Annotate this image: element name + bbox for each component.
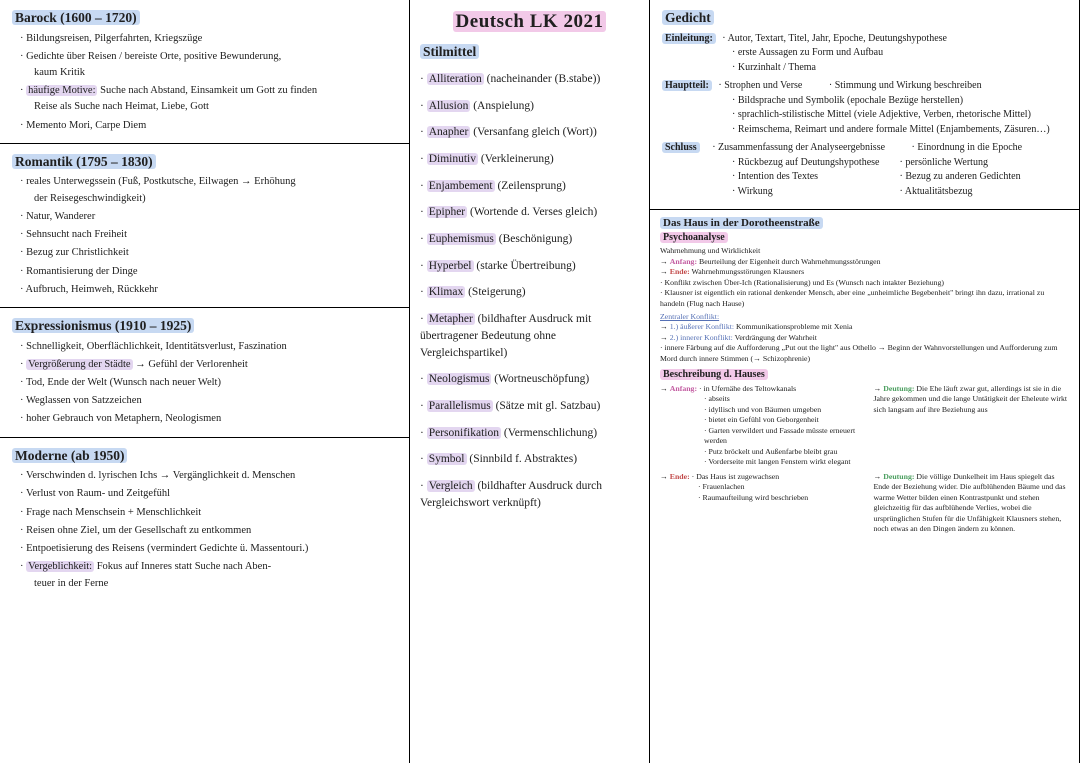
heading-haus: Das Haus in der Dorotheenstraße [660, 217, 823, 229]
bullet: Weglassen von Satzzeichen [20, 393, 397, 408]
text: → Ende: Wahrnehmungsstörungen Klausners [660, 267, 1069, 278]
text: · Bildsprache und Symbolik (epochale Bez… [732, 94, 1067, 109]
label-einleitung: Einleitung: [662, 33, 716, 44]
text: · Reimschema, Reimart und andere formale… [732, 123, 1067, 138]
term: · Hyperbel (starke Übertreibung) [420, 258, 639, 275]
bullet: Bildungsreisen, Pilgerfahrten, Kriegszüg… [20, 31, 397, 46]
column-stilmittel: Deutsch LK 2021 Stilmittel · Alliteratio… [410, 0, 650, 763]
section-stilmittel: Deutsch LK 2021 Stilmittel · Alliteratio… [410, 0, 649, 519]
bullet: Memento Mori, Carpe Diem [20, 118, 397, 133]
heading-psychoanalyse: Psychoanalyse [660, 232, 728, 243]
section-romantik: Romantik (1795 – 1830) reales Unterwegss… [0, 144, 409, 308]
block-anfang: → Anfang: · in Ufernähe des Teltowkanals… [660, 384, 856, 468]
heading-expressionismus: Expressionismus (1910 – 1925) [12, 318, 194, 333]
text: · sprachlich-stilistische Mittel (viele … [732, 108, 1067, 123]
text: · Einordnung in die Epoche [912, 142, 1023, 153]
text: · Konflikt zwischen Über-Ich (Rationalis… [660, 278, 1069, 289]
text: · Rückbezug auf Deutungshypothese· persö… [732, 156, 1067, 171]
bullet: Vergeblichkeit: Fokus auf Inneres statt … [20, 559, 397, 574]
page-title: Deutsch LK 2021 [453, 11, 607, 32]
bullet-cont: teuer in der Ferne [34, 576, 397, 591]
block-ende: → Ende: · Das Haus ist zugewachsen · Fra… [660, 472, 856, 535]
text: · Autor, Textart, Titel, Jahr, Epoche, D… [722, 33, 947, 44]
bullet: häufige Motive: Suche nach Abstand, Eins… [20, 83, 397, 98]
section-barock: Barock (1600 – 1720) Bildungsreisen, Pil… [0, 0, 409, 144]
text: → Anfang: Beurteilung der Eigenheit durc… [660, 257, 1069, 268]
text: · erste Aussagen zu Form und Aufbau [732, 46, 1067, 61]
column-right: Gedicht Einleitung: · Autor, Textart, Ti… [650, 0, 1080, 763]
bullet: Verschwinden d. lyrischen Ichs → Vergäng… [20, 468, 397, 483]
heading-romantik: Romantik (1795 – 1830) [12, 154, 156, 169]
term: · Euphemismus (Beschönigung) [420, 231, 639, 248]
term: · Alliteration (nacheinander (B.stabe)) [420, 71, 639, 88]
keyword: Vergrößerung der Städte [26, 359, 132, 370]
bullet: reales Unterwegssein (Fuß, Postkutsche, … [20, 174, 397, 189]
bullet: Romantisierung der Dinge [20, 264, 397, 279]
text: · Kurzinhalt / Thema [732, 61, 1067, 76]
text: · Wirkung· Aktualitätsbezug [732, 185, 1067, 200]
term: · Anapher (Versanfang gleich (Wort)) [420, 124, 639, 141]
bullet: Bezug zur Christlichkeit [20, 245, 397, 260]
term: · Personifikation (Vermenschlichung) [420, 425, 639, 442]
column-epochs: Barock (1600 – 1720) Bildungsreisen, Pil… [0, 0, 410, 763]
term: · Diminutiv (Verkleinerung) [420, 151, 639, 168]
text: → 1.) äußerer Konflikt: Kommunikationspr… [660, 322, 1069, 333]
label-hauptteil: Hauptteil: [662, 80, 712, 91]
bullet: Verlust von Raum- und Zeitgefühl [20, 486, 397, 501]
bullet: hoher Gebrauch von Metaphern, Neologisme… [20, 411, 397, 426]
term: · Neologismus (Wortneuschöpfung) [420, 371, 639, 388]
text: · Zusammenfassung der Analyseergebnisse [712, 142, 885, 153]
bullet: Natur, Wanderer [20, 209, 397, 224]
heading-moderne: Moderne (ab 1950) [12, 448, 127, 463]
label-schluss: Schluss [662, 142, 700, 153]
section-haus: Das Haus in der Dorotheenstraße Psychoan… [650, 210, 1079, 541]
heading-stilmittel: Stilmittel [420, 44, 479, 59]
text: Wahrnehmung und Wirklichkeit [660, 246, 1069, 257]
section-moderne: Moderne (ab 1950) Verschwinden d. lyrisc… [0, 438, 409, 601]
bullet: Aufbruch, Heimweh, Rückkehr [20, 282, 397, 297]
term: · Vergleich (bildhafter Ausdruck durch V… [420, 478, 639, 511]
term: · Epipher (Wortende d. Verses gleich) [420, 204, 639, 221]
keyword: häufige Motive: [26, 85, 97, 96]
bullet: Sehnsucht nach Freiheit [20, 227, 397, 242]
bullet-cont: Reise als Suche nach Heimat, Liebe, Gott [34, 99, 397, 114]
heading-gedicht: Gedicht [662, 10, 714, 25]
text: · Klausner ist eigentlich ein rational d… [660, 288, 1069, 309]
bullet: Gedichte über Reisen / bereiste Orte, po… [20, 49, 397, 64]
text: · Intention des Textes· Bezug zu anderen… [732, 170, 1067, 185]
bullet-cont: kaum Kritik [34, 65, 397, 80]
text: · Stimmung und Wirkung beschreiben [829, 80, 982, 91]
keyword: Vergeblichkeit: [26, 561, 94, 572]
bullet: Vergrößerung der Städte → Gefühl der Ver… [20, 357, 397, 372]
block-deutung-anfang: → Deutung: Die Ehe läuft zwar gut, aller… [874, 384, 1070, 468]
term: · Parallelismus (Sätze mit gl. Satzbau) [420, 398, 639, 415]
bullet: Tod, Ende der Welt (Wunsch nach neuer We… [20, 375, 397, 390]
text: → 2.) innerer Konflikt: Verdrängung der … [660, 333, 1069, 344]
term: · Symbol (Sinnbild f. Abstraktes) [420, 451, 639, 468]
bullet: Entpoetisierung des Reisens (vermindert … [20, 541, 397, 556]
text: · innere Färbung auf die Aufforderung „P… [660, 343, 1069, 364]
term: · Klimax (Steigerung) [420, 284, 639, 301]
bullet: Frage nach Menschsein + Menschlichkeit [20, 505, 397, 520]
term: · Enjambement (Zeilensprung) [420, 178, 639, 195]
bullet: Schnelligkeit, Oberflächlichkeit, Identi… [20, 339, 397, 354]
term: · Metapher (bildhafter Ausdruck mit über… [420, 311, 639, 361]
bullet: Reisen ohne Ziel, um der Gesellschaft zu… [20, 523, 397, 538]
text: · Strophen und Verse [718, 80, 802, 91]
term: · Allusion (Anspielung) [420, 98, 639, 115]
block-deutung-ende: → Deutung: Die völlige Dunkelheit im Hau… [874, 472, 1070, 535]
section-gedicht: Gedicht Einleitung: · Autor, Textart, Ti… [650, 0, 1079, 210]
heading-beschreibung: Beschreibung d. Hauses [660, 369, 768, 380]
subhead-zentraler-konflikt: Zentraler Konflikt: [660, 312, 1069, 323]
heading-barock: Barock (1600 – 1720) [12, 10, 140, 25]
bullet-cont: der Reisegeschwindigkeit) [34, 191, 397, 206]
section-expressionismus: Expressionismus (1910 – 1925) Schnelligk… [0, 308, 409, 438]
